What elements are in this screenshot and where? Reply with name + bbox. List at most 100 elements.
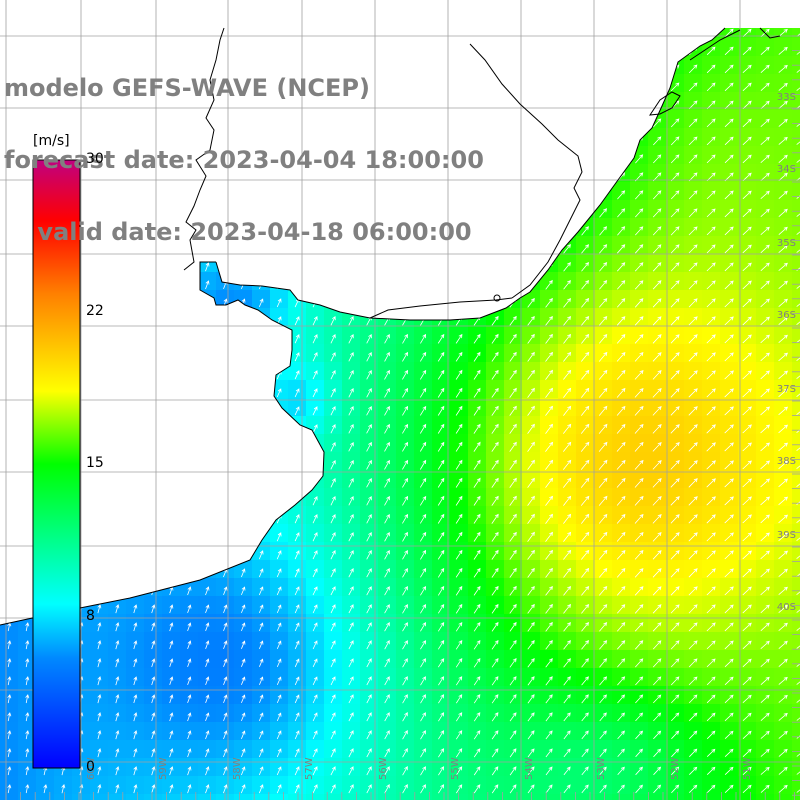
speed-cell (432, 398, 451, 417)
wind-vector (563, 315, 572, 326)
wind-vector (151, 712, 156, 722)
wind-vector (706, 478, 716, 488)
speed-cell (666, 650, 685, 669)
wind-vector (384, 622, 390, 632)
speed-cell (720, 254, 739, 273)
wind-vector (616, 369, 626, 380)
speed-cell (378, 434, 397, 453)
speed-cell (306, 488, 325, 507)
speed-cell (756, 380, 775, 399)
wind-vector (742, 406, 752, 416)
wind-vector (473, 567, 481, 578)
wind-vector (581, 244, 590, 254)
wind-vector (742, 208, 752, 218)
wind-vector (366, 784, 372, 794)
speed-cell (630, 668, 649, 687)
speed-cell (504, 308, 523, 327)
wind-vector (223, 784, 228, 794)
wind-vector (617, 712, 625, 722)
speed-cell (342, 650, 361, 669)
wind-vector (688, 676, 698, 686)
wind-vector (599, 766, 607, 776)
speed-cell (792, 146, 800, 165)
speed-cell (612, 686, 631, 705)
speed-cell (378, 578, 397, 597)
speed-cell (774, 524, 793, 543)
wind-vector (742, 190, 752, 200)
wind-vector (778, 784, 788, 793)
speed-cell (324, 398, 343, 417)
wind-vector (760, 586, 770, 596)
speed-cell (576, 740, 595, 759)
wind-vector (778, 748, 788, 757)
speed-cell (252, 614, 271, 633)
wind-vector (760, 766, 770, 775)
speed-cell (504, 740, 523, 759)
latitude-label: 38S (777, 456, 796, 467)
speed-cell (702, 686, 721, 705)
wind-vector (796, 244, 800, 253)
speed-cell (468, 470, 487, 489)
speed-cell (738, 740, 757, 759)
speed-cell (126, 632, 145, 651)
speed-cell (738, 56, 757, 75)
speed-cell (792, 542, 800, 561)
speed-cell (702, 560, 721, 579)
speed-cell (558, 416, 577, 435)
speed-cell (792, 632, 800, 651)
wind-vector (312, 694, 318, 704)
wind-vector (509, 333, 517, 344)
speed-cell (126, 722, 145, 741)
speed-cell (450, 740, 469, 759)
wind-vector (455, 748, 463, 758)
speed-cell (414, 650, 433, 669)
wind-vector (563, 658, 571, 668)
wind-vector (312, 604, 318, 614)
speed-cell (684, 434, 703, 453)
speed-cell (288, 722, 307, 741)
wind-vector (760, 46, 770, 55)
wind-vector (742, 730, 752, 739)
wind-vector (760, 568, 770, 578)
speed-cell (648, 146, 667, 165)
wind-vector (724, 352, 734, 362)
wind-vector (742, 694, 752, 703)
speed-cell (216, 722, 235, 741)
speed-cell (504, 614, 523, 633)
speed-cell (720, 542, 739, 561)
speed-cell (774, 200, 793, 219)
wind-vector (259, 640, 264, 650)
speed-cell (432, 560, 451, 579)
wind-vector (581, 730, 589, 740)
wind-vector (724, 316, 734, 326)
wind-vector (652, 280, 662, 290)
speed-cell (432, 740, 451, 759)
wind-vector (635, 712, 644, 722)
speed-cell (792, 686, 800, 705)
wind-vector (545, 748, 553, 758)
wind-vector (348, 315, 354, 326)
wind-vector (796, 442, 800, 452)
speed-cell (774, 146, 793, 165)
wind-vector (742, 604, 752, 614)
wind-vector (258, 766, 264, 776)
speed-cell (666, 200, 685, 219)
speed-cell (738, 542, 757, 561)
wind-vector (348, 333, 354, 344)
wind-vector (778, 658, 788, 668)
wind-vector (670, 478, 680, 488)
speed-cell (666, 632, 685, 651)
wind-vector (688, 712, 698, 722)
wind-vector (706, 622, 716, 632)
longitude-label: 59W (158, 757, 169, 780)
speed-cell (738, 146, 757, 165)
wind-vector (348, 387, 354, 398)
speed-cell (666, 236, 685, 255)
speed-cell (630, 344, 649, 363)
speed-cell (144, 650, 163, 669)
wind-vector (796, 478, 800, 488)
wind-vector (598, 567, 608, 578)
speed-cell (432, 578, 451, 597)
speed-cell (450, 758, 469, 777)
speed-cell (162, 794, 181, 800)
